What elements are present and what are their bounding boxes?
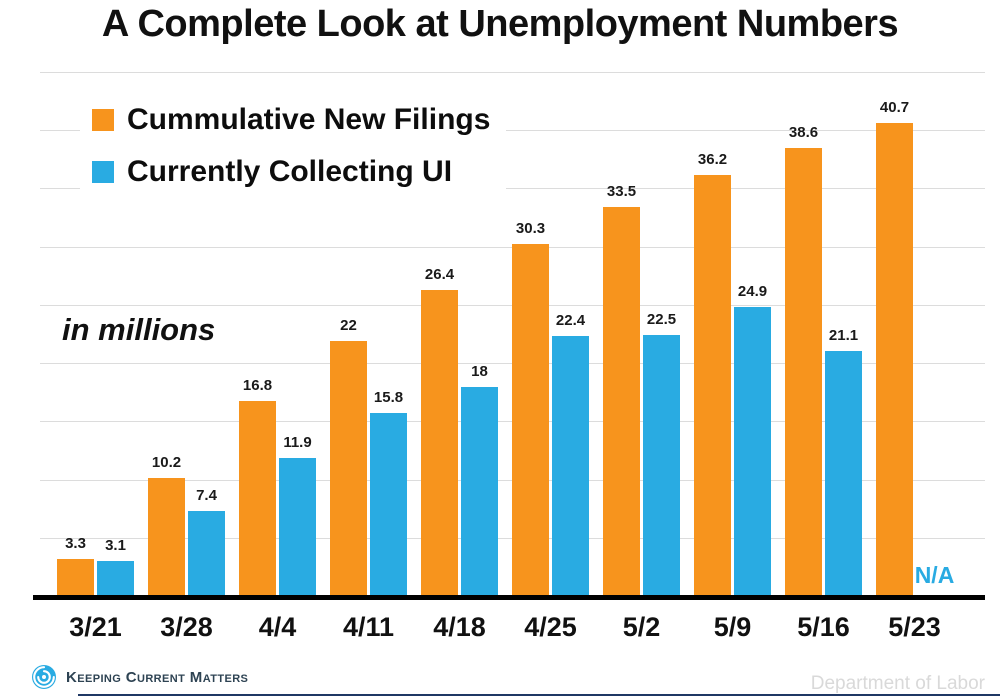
bar-new-filings-5/2 <box>603 206 640 597</box>
bar-value-label: 21.1 <box>828 327 859 345</box>
legend-swatch-blue-icon <box>92 161 114 183</box>
bottom-border-line <box>78 694 1000 696</box>
bar-value-label: 22.4 <box>555 312 586 330</box>
bar-value-label: 30.3 <box>515 220 546 238</box>
kcm-swirl-icon <box>32 665 56 689</box>
na-label-5/23: N/A <box>914 562 955 588</box>
x-axis-label-5/23: 5/23 <box>888 612 941 642</box>
bar-value-label: 15.8 <box>373 389 404 407</box>
gridline-40 <box>40 130 985 132</box>
bar-value-label: 38.6 <box>788 123 819 141</box>
x-axis-label-3/21: 3/21 <box>69 612 122 642</box>
bar-new-filings-4/4 <box>239 401 276 597</box>
chart-title: A Complete Look at Unemployment Numbers <box>101 3 899 45</box>
x-axis-label-4/4: 4/4 <box>258 612 297 642</box>
bar-collecting-ui-3/21 <box>97 560 134 597</box>
bar-value-label: 24.9 <box>737 283 768 301</box>
bar-collecting-ui-4/25 <box>552 336 589 597</box>
bar-collecting-ui-4/11 <box>370 413 407 597</box>
brand-name: Keeping Current Matters <box>66 668 249 686</box>
x-axis-label-5/9: 5/9 <box>713 612 752 642</box>
x-axis-line <box>33 595 985 600</box>
x-axis-label-4/25: 4/25 <box>524 612 577 642</box>
bar-new-filings-3/28 <box>148 478 185 597</box>
gridline-35 <box>40 188 985 190</box>
legend-label-new-filings: Cummulative New Filings <box>127 103 491 136</box>
bar-value-label: 18 <box>471 363 488 381</box>
gridline-45 <box>40 72 985 73</box>
legend-swatch-orange-icon <box>92 109 114 131</box>
bar-value-label: 10.2 <box>151 454 182 472</box>
legend-label-collecting-ui: Currently Collecting UI <box>127 155 453 188</box>
x-axis-labels: 3/21 3/28 4/4 4/11 4/18 4/25 5/2 5/9 5/16 5/23 <box>40 612 985 648</box>
bar-value-label: 36.2 <box>697 151 728 169</box>
x-axis-label-4/11: 4/11 <box>342 612 395 642</box>
plot-area: 3.3 3.1 10.2 7.4 16.8 11.9 22 15.8 26.4 18 30.3 22.… <box>40 72 985 597</box>
bar-value-label: 40.7 <box>879 99 910 117</box>
axis-unit-note: in millions <box>62 312 216 347</box>
bar-value-label: 33.5 <box>606 182 637 200</box>
bar-collecting-ui-5/2 <box>643 335 680 597</box>
bar-value-label: 16.8 <box>242 377 273 395</box>
bar-new-filings-4/11 <box>330 340 367 597</box>
bar-value-label: 3.3 <box>65 534 86 552</box>
x-axis-label-3/28: 3/28 <box>160 612 213 642</box>
x-axis-label-4/18: 4/18 <box>433 612 486 642</box>
bar-new-filings-4/18 <box>421 289 458 597</box>
legend: Cummulative New Filings Currently Collec… <box>80 88 507 204</box>
bar-collecting-ui-3/28 <box>188 510 225 597</box>
bar-collecting-ui-4/18 <box>461 387 498 597</box>
bar-value-label: 7.4 <box>196 486 217 504</box>
bar-value-label: 22 <box>340 316 357 334</box>
x-axis-label-5/16: 5/16 <box>797 612 850 642</box>
source-label: Department of Labor <box>810 673 985 694</box>
bar-value-label: 26.4 <box>424 265 455 283</box>
bar-new-filings-5/9 <box>694 175 731 597</box>
bar-collecting-ui-4/4 <box>279 458 316 597</box>
bar-collecting-ui-5/16 <box>825 351 862 597</box>
brand-logo: Keeping Current Matters <box>31 664 248 690</box>
x-axis-label-5/2: 5/2 <box>622 612 661 642</box>
bar-value-label: 22.5 <box>646 311 677 328</box>
legend-item-collecting-ui: Currently Collecting UI <box>92 146 490 198</box>
legend-item-new-filings: Cummulative New Filings <box>92 94 490 146</box>
bar-new-filings-5/23 <box>876 123 913 597</box>
bar-new-filings-4/25 <box>512 244 549 597</box>
bar-collecting-ui-5/9 <box>734 307 771 597</box>
bar-value-label: 11.9 <box>283 434 312 452</box>
bar-new-filings-3/21 <box>57 558 94 597</box>
bar-value-label: 3.1 <box>105 536 126 554</box>
bar-new-filings-5/16 <box>785 147 822 597</box>
